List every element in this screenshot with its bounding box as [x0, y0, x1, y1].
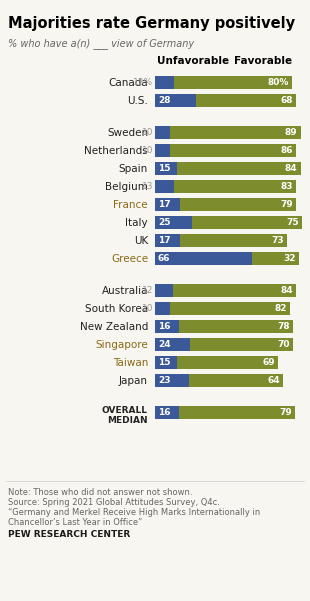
- Bar: [177, 356, 278, 369]
- Text: 13: 13: [141, 182, 153, 191]
- Bar: [170, 126, 300, 139]
- Bar: [155, 252, 252, 265]
- Text: Spain: Spain: [119, 163, 148, 174]
- Text: 66: 66: [158, 254, 170, 263]
- Text: Sweden: Sweden: [107, 127, 148, 138]
- Text: Favorable: Favorable: [234, 56, 292, 66]
- Text: South Korea: South Korea: [85, 304, 148, 314]
- Text: 10: 10: [141, 146, 153, 155]
- Text: Netherlands: Netherlands: [84, 145, 148, 156]
- Text: 86: 86: [281, 146, 293, 155]
- Bar: [155, 406, 179, 419]
- Bar: [155, 216, 192, 229]
- Bar: [179, 406, 294, 419]
- Text: PEW RESEARCH CENTER: PEW RESEARCH CENTER: [8, 530, 130, 539]
- Bar: [196, 94, 296, 107]
- Text: Note: Those who did not answer not shown.: Note: Those who did not answer not shown…: [8, 488, 193, 497]
- Bar: [155, 284, 173, 297]
- Bar: [174, 76, 292, 89]
- Text: 17: 17: [158, 200, 170, 209]
- Text: 16: 16: [158, 322, 170, 331]
- Text: 17: 17: [158, 236, 170, 245]
- Text: 69: 69: [263, 358, 276, 367]
- Bar: [179, 320, 293, 333]
- Bar: [173, 284, 296, 297]
- Text: Belgium: Belgium: [105, 182, 148, 192]
- Bar: [155, 94, 196, 107]
- Text: Canada: Canada: [108, 78, 148, 88]
- Text: Taiwan: Taiwan: [113, 358, 148, 367]
- Text: 68: 68: [281, 96, 293, 105]
- Bar: [155, 374, 189, 387]
- Text: France: France: [113, 200, 148, 210]
- Text: 80%: 80%: [267, 78, 289, 87]
- Text: 79: 79: [280, 200, 293, 209]
- Bar: [190, 338, 293, 351]
- Text: 15: 15: [158, 164, 170, 173]
- Text: Greece: Greece: [111, 254, 148, 263]
- Text: 25: 25: [158, 218, 170, 227]
- Text: 24: 24: [158, 340, 170, 349]
- Bar: [174, 180, 296, 193]
- Text: UK: UK: [134, 236, 148, 245]
- Text: 84: 84: [285, 164, 298, 173]
- Text: Majorities rate Germany positively: Majorities rate Germany positively: [8, 16, 295, 31]
- Bar: [155, 76, 174, 89]
- Bar: [170, 302, 290, 315]
- Text: 83: 83: [281, 182, 293, 191]
- Text: OVERALL
MEDIAN: OVERALL MEDIAN: [102, 406, 148, 426]
- Text: Unfavorable: Unfavorable: [157, 56, 229, 66]
- Text: 15: 15: [158, 358, 170, 367]
- Text: Source: Spring 2021 Global Attitudes Survey, Q4c.: Source: Spring 2021 Global Attitudes Sur…: [8, 498, 220, 507]
- Bar: [155, 302, 170, 315]
- Bar: [155, 144, 170, 157]
- Text: 75: 75: [286, 218, 299, 227]
- Text: 12: 12: [142, 286, 153, 295]
- Text: Chancellor’s Last Year in Office”: Chancellor’s Last Year in Office”: [8, 518, 142, 527]
- Bar: [155, 338, 190, 351]
- Bar: [177, 162, 300, 175]
- Text: Japan: Japan: [119, 376, 148, 385]
- Bar: [180, 198, 296, 211]
- Bar: [155, 162, 177, 175]
- Text: Singapore: Singapore: [95, 340, 148, 350]
- Bar: [155, 320, 179, 333]
- Text: 13%: 13%: [133, 78, 153, 87]
- Bar: [155, 126, 170, 139]
- Bar: [155, 356, 177, 369]
- Text: % who have a(n) ___ view of Germany: % who have a(n) ___ view of Germany: [8, 38, 194, 49]
- Text: 32: 32: [284, 254, 296, 263]
- Text: 10: 10: [141, 128, 153, 137]
- Text: Australia: Australia: [101, 285, 148, 296]
- Text: 89: 89: [285, 128, 298, 137]
- Bar: [155, 198, 180, 211]
- Bar: [180, 234, 287, 247]
- Bar: [192, 216, 302, 229]
- Text: 16: 16: [158, 408, 170, 417]
- Text: 82: 82: [275, 304, 287, 313]
- Text: 64: 64: [267, 376, 280, 385]
- Text: 70: 70: [278, 340, 290, 349]
- Text: 28: 28: [158, 96, 170, 105]
- Text: U.S.: U.S.: [127, 96, 148, 106]
- Text: 84: 84: [281, 286, 293, 295]
- Text: “Germany and Merkel Receive High Marks Internationally in: “Germany and Merkel Receive High Marks I…: [8, 508, 260, 517]
- Text: 78: 78: [277, 322, 290, 331]
- Bar: [155, 234, 180, 247]
- Text: 23: 23: [158, 376, 170, 385]
- Text: 73: 73: [272, 236, 284, 245]
- Text: Italy: Italy: [125, 218, 148, 228]
- Bar: [155, 180, 174, 193]
- Bar: [170, 144, 296, 157]
- Text: 10: 10: [141, 304, 153, 313]
- Text: New Zealand: New Zealand: [80, 322, 148, 332]
- Bar: [252, 252, 299, 265]
- Text: 79: 79: [279, 408, 292, 417]
- Bar: [189, 374, 283, 387]
